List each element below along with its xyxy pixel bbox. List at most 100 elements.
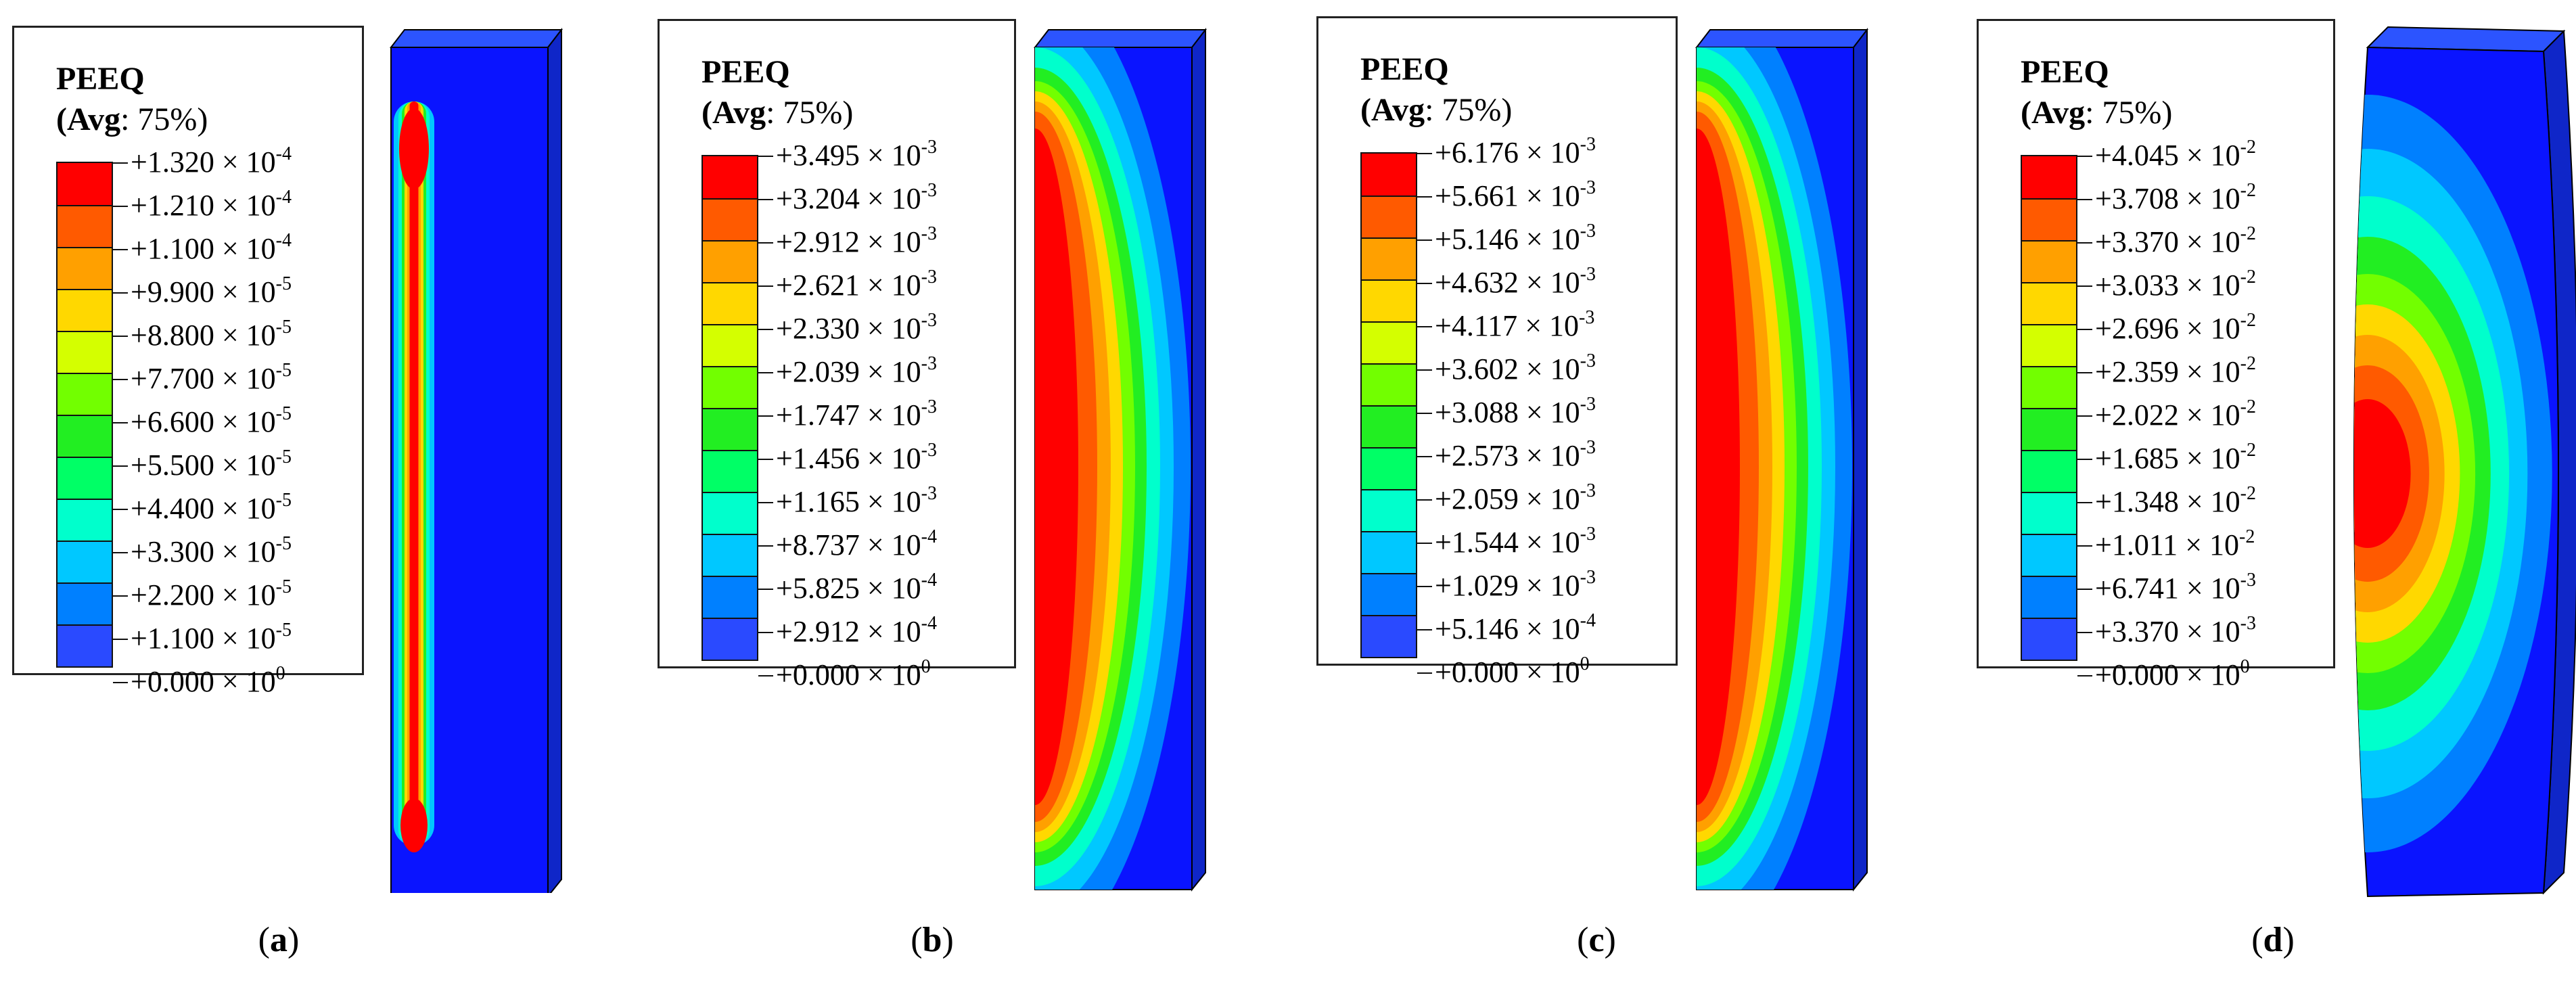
legend-value-times: × 10 [1517,309,1580,342]
colorbar-swatch [1362,531,1416,573]
legend-value-label: +6.600 × 10-5 [131,405,292,438]
legend-value-mantissa: +6.600 [131,405,214,438]
legend-value-label: +5.500 × 10-5 [131,448,292,482]
colorbar-swatch [2022,534,2076,576]
specimen-b [1033,28,1208,892]
panel-caption: (a) [258,920,300,960]
colorbar-tick [113,336,128,337]
colorbar-swatch [703,408,757,450]
legend-value-mantissa: +2.912 [776,615,860,648]
caption-paren-open: ( [1577,921,1589,959]
colorbar-tick [1417,672,1432,674]
specimen-side-face [1853,28,1868,892]
legend-value-mantissa: +1.210 [131,189,214,222]
legend-box: PEEQ (Avg: 75%) +6.176 × 10-3 +5.661 × 10-3… [1316,16,1678,687]
legend-value-exponent: -2 [2240,310,2256,331]
legend-value-label: +8.737 × 10-4 [776,528,937,561]
legend-value-mantissa: +2.039 [776,355,860,388]
legend-value-exponent: -5 [275,490,292,511]
colorbar-tick [758,632,773,633]
colorbar-swatch [2022,240,2076,282]
colorbar [1360,152,1417,658]
colorbar-swatch [1362,279,1416,321]
legend-value-exponent: -3 [921,483,937,504]
caption-paren-open: ( [911,921,923,959]
legend-value-label: +2.912 × 10-4 [776,614,937,648]
colorbar-swatch [703,282,757,324]
legend-value-mantissa: +3.370 [2095,615,2179,648]
legend-value-label: +7.700 × 10-5 [131,361,292,394]
colorbar-tick [1417,326,1432,327]
legend-subtitle-rest: : 75%) [120,101,208,137]
legend-box: PEEQ (Avg: 75%) +4.045 × 10-2 +3.708 × 10-2… [1977,19,2335,690]
legend-title: PEEQ [1360,51,1449,87]
legend-value-exponent: -2 [2239,526,2255,547]
legend-value-mantissa: +1.456 [776,442,860,475]
colorbar-swatch [2022,156,2076,198]
legend-value-exponent: -2 [2240,180,2256,201]
legend-value-exponent: -3 [1580,567,1596,588]
legend-value-label: +0.000 × 100 [1435,655,1590,687]
legend-value-exponent: -2 [2240,223,2256,244]
legend-value-label: +5.661 × 10-3 [1435,179,1596,211]
legend-title: PEEQ [2021,54,2109,90]
legend-value-times: × 10 [859,442,921,475]
legend-value-label: +1.747 × 10-3 [776,398,937,430]
legend-value-times: × 10 [1518,223,1580,256]
colorbar-tick [758,156,773,157]
contour-band [1697,129,1740,805]
legend-value-exponent: -4 [275,143,292,164]
specimen-c [1695,28,1869,892]
legend-value-mantissa: +2.621 [776,269,860,302]
legend-value-exponent: -4 [921,613,937,634]
legend-value-mantissa: +1.100 [131,622,214,655]
legend-value-label: +2.022 × 10-2 [2095,398,2256,430]
colorbar-swatch [2022,324,2076,366]
legend-subtitle: (Avg: 75%) [56,104,208,136]
panel-caption: (d) [2251,920,2295,960]
colorbar-tick [2077,589,2092,590]
legend-value-exponent: -4 [275,187,292,208]
legend-value-times: × 10 [859,528,921,561]
legend-box: PEEQ (Avg: 75%) +1.320 × 10-4 +1.210 × 10-4… [12,26,364,697]
legend-value-mantissa: +8.737 [776,528,860,561]
colorbar-tick [113,595,128,597]
legend-value-exponent: -5 [275,620,292,641]
legend-value-times: × 10 [2178,269,2240,302]
legend-value-times: × 10 [1518,612,1580,645]
legend-value-times: × 10 [214,622,276,655]
legend-value-mantissa: +6.176 [1435,136,1519,169]
legend-value-label: +1.456 × 10-3 [776,441,937,475]
legend-value-mantissa: +2.696 [2095,312,2179,345]
legend-value-label: +2.359 × 10-2 [2095,354,2256,387]
legend-value-times: × 10 [1518,136,1580,169]
legend-value-label: +1.544 × 10-3 [1435,525,1596,557]
contour-band [409,101,419,846]
colorbar-swatch [2022,576,2076,618]
legend-value-mantissa: +3.602 [1435,352,1519,386]
legend-subtitle-rest: : 75%) [766,95,854,131]
colorbar-tick [758,459,773,460]
colorbar-tick [2077,545,2092,547]
colorbar-swatch [1362,405,1416,447]
colorbar-tick [1417,239,1432,241]
legend-subtitle-rest: : 75%) [2085,95,2173,131]
legend-value-exponent: -2 [2240,440,2256,461]
legend-subtitle-rest: : 75%) [1425,92,1513,128]
legend-value-label: +0.000 × 100 [2095,658,2250,690]
legend-value-times: × 10 [859,485,921,518]
legend-value-times: × 10 [2178,485,2240,518]
legend-value-label: +0.000 × 100 [131,664,285,697]
legend-value-mantissa: +4.045 [2095,139,2179,172]
legend-value-exponent: -3 [2240,570,2256,591]
legend-value-exponent: -3 [1580,177,1596,198]
legend-value-mantissa: +5.500 [131,449,214,482]
legend-value-exponent: -2 [2240,483,2256,504]
colorbar-tick [758,372,773,373]
legend-value-exponent: -5 [275,360,292,381]
colorbar-tick [113,552,128,553]
legend-value-mantissa: +3.708 [2095,182,2179,215]
legend-value-exponent: -3 [1580,221,1596,242]
legend-value-label: +3.370 × 10-3 [2095,614,2256,648]
colorbar-tick [2077,372,2092,373]
